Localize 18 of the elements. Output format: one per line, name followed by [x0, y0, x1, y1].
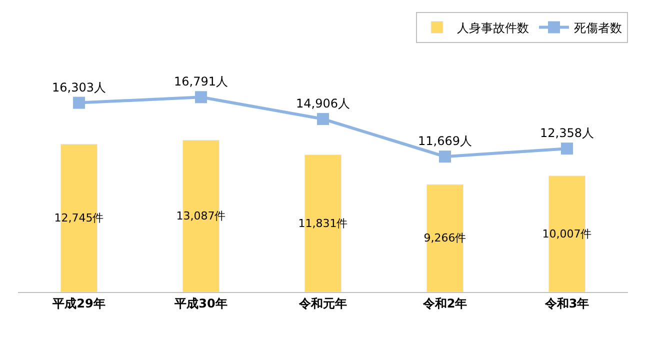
- x-tick-label: 令和3年: [544, 296, 590, 310]
- point: [195, 91, 207, 104]
- point: [73, 96, 85, 109]
- bar: [426, 184, 464, 292]
- x-tick-label: 平成30年: [174, 296, 228, 310]
- x-tick-label: 平成29年: [52, 296, 106, 310]
- point: [439, 150, 451, 163]
- data-label: 16,791人: [174, 74, 228, 89]
- legend-label: 死傷者数: [574, 20, 622, 35]
- x-tick-label: 令和2年: [422, 296, 468, 310]
- data-label: 16,303人: [52, 80, 106, 94]
- data-label: 12,358人: [540, 126, 594, 140]
- point: [317, 113, 329, 126]
- data-label: 14,906人: [296, 96, 350, 111]
- legend-label: 人身事故件数: [457, 20, 529, 35]
- x-tick-label: 令和元年: [298, 296, 347, 310]
- data-label: 11,669人: [418, 134, 472, 148]
- point: [561, 142, 573, 155]
